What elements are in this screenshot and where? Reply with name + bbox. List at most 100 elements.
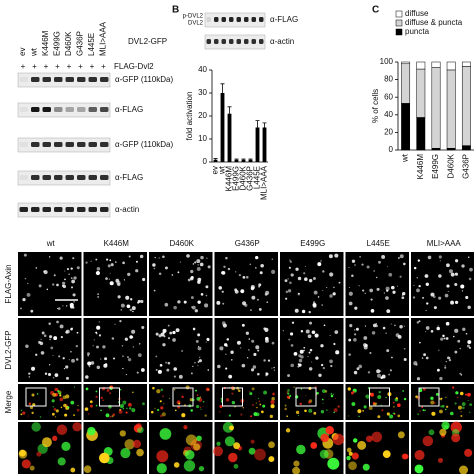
punctum <box>90 361 95 365</box>
punctum <box>442 334 445 338</box>
bar-segment <box>416 61 426 70</box>
punctum <box>308 310 311 314</box>
punctum <box>250 439 255 444</box>
punctum <box>62 281 66 285</box>
punctum <box>368 406 373 410</box>
punctum <box>76 266 80 270</box>
punctum <box>375 324 379 328</box>
punctum <box>452 386 455 389</box>
punctum <box>419 341 421 344</box>
punctum <box>257 349 260 352</box>
punctum <box>308 367 313 371</box>
punctum <box>109 281 114 286</box>
bar <box>248 159 253 162</box>
lane-label: D460K <box>64 31 73 56</box>
punctum <box>122 367 124 370</box>
zoom-box <box>418 387 440 407</box>
punctum <box>319 449 329 459</box>
punctum <box>65 376 69 380</box>
punctum <box>448 269 453 274</box>
punctum <box>417 259 421 262</box>
punctum <box>397 257 400 259</box>
punctum <box>249 392 253 396</box>
punctum <box>465 332 468 335</box>
punctum <box>378 260 381 264</box>
punctum <box>454 350 458 354</box>
error-bar <box>213 158 218 160</box>
punctum <box>54 416 57 418</box>
punctum <box>461 402 466 406</box>
punctum <box>445 360 448 363</box>
punctum <box>200 293 204 296</box>
punctum <box>286 395 290 399</box>
band <box>19 142 28 147</box>
punctum <box>467 305 471 310</box>
punctum <box>455 259 459 263</box>
lane-label: K446M <box>41 30 50 56</box>
punctum <box>421 406 424 409</box>
punctum <box>138 342 141 345</box>
punctum <box>162 328 167 333</box>
punctum <box>259 403 262 406</box>
punctum <box>390 285 395 290</box>
row-label: DVL2-GFP <box>4 330 13 369</box>
punctum <box>376 287 380 291</box>
bar <box>255 127 260 162</box>
punctum <box>99 452 110 464</box>
punctum <box>468 256 470 258</box>
punctum <box>225 344 229 348</box>
bar-segment <box>446 61 456 71</box>
punctum <box>295 410 300 415</box>
band <box>54 175 63 180</box>
punctum <box>289 259 291 261</box>
punctum <box>246 357 249 359</box>
legend-label: puncta <box>405 27 430 36</box>
punctum <box>41 437 52 448</box>
punctum <box>289 394 292 397</box>
punctum <box>298 354 302 358</box>
punctum <box>309 348 313 352</box>
punctum <box>197 346 202 351</box>
band <box>259 39 264 44</box>
punctum <box>57 457 66 466</box>
punctum <box>157 369 162 374</box>
punctum <box>251 295 256 300</box>
punctum <box>235 271 237 273</box>
punctum <box>293 460 300 467</box>
punctum <box>258 398 260 400</box>
punctum <box>173 375 176 378</box>
punctum <box>126 304 131 309</box>
micrograph <box>214 384 278 420</box>
punctum <box>87 426 96 436</box>
punctum <box>241 363 246 368</box>
punctum <box>371 331 376 335</box>
x-tick-label: K446M <box>416 154 425 180</box>
punctum <box>357 409 362 414</box>
y-tick-label: 20 <box>384 128 393 137</box>
punctum <box>424 409 426 412</box>
punctum <box>271 397 275 401</box>
punctum <box>197 280 201 284</box>
punctum <box>389 369 392 372</box>
punctum <box>54 373 59 377</box>
blot <box>17 170 111 186</box>
band <box>259 17 264 22</box>
punctum <box>95 395 98 399</box>
punctum <box>28 376 30 378</box>
punctum <box>392 412 394 414</box>
punctum <box>85 261 88 264</box>
band <box>100 175 109 180</box>
punctum <box>85 375 89 379</box>
punctum <box>329 272 334 277</box>
band <box>88 107 97 112</box>
punctum <box>282 330 284 332</box>
punctum <box>248 447 256 455</box>
punctum <box>381 255 386 259</box>
punctum <box>353 337 357 342</box>
panel-letter: B <box>172 5 179 16</box>
punctum <box>272 392 275 396</box>
band <box>214 39 219 44</box>
punctum <box>284 404 287 407</box>
punctum <box>255 345 260 350</box>
punctum <box>205 387 210 392</box>
